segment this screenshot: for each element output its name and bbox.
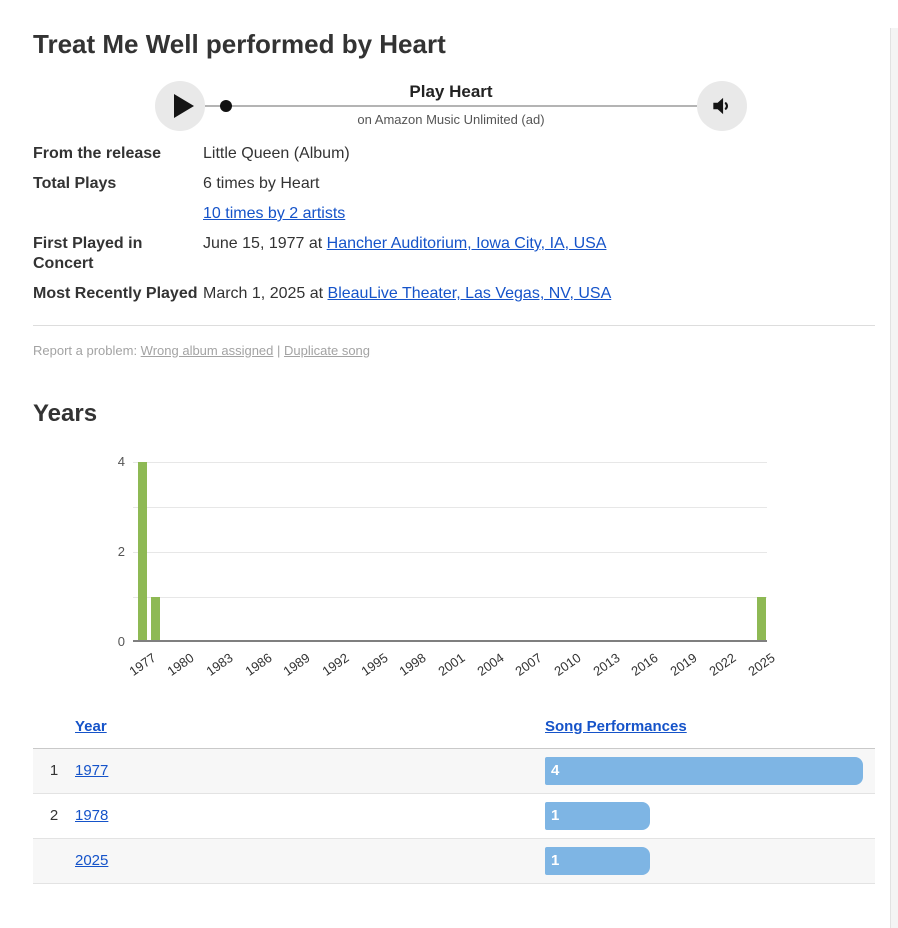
rank-header [33,706,75,749]
detail-row: First Played in Concert June 15, 1977 at… [33,234,875,274]
x-axis-label: 2025 [744,650,778,679]
rank-cell: 1 [33,748,75,794]
report-prefix: Report a problem: [33,343,141,358]
x-axis-label: 1998 [396,650,429,679]
year-cell: 1977 [75,748,545,794]
performances-header: Song Performances [545,706,875,749]
detail-row: Most Recently Played March 1, 2025 at Bl… [33,284,875,304]
y-axis-label: 2 [117,544,125,559]
x-axis-label: 2016 [628,650,662,679]
recent-played-label: Most Recently Played [33,285,198,302]
x-axis-label: 2004 [473,650,507,679]
year-link[interactable]: 1977 [75,762,109,779]
y-axis-label: 0 [117,634,125,649]
performance-bar: 1 [545,846,650,875]
gridline [133,462,767,463]
x-axis-label: 2010 [551,650,584,679]
rank-cell: 2 [33,793,75,839]
year-cell: 2025 [75,838,545,884]
play-button[interactable] [155,81,205,131]
year-header: Year [75,706,545,749]
table-row: 2 1978 1 [33,793,875,839]
years-chart: 0 2 4 1977 1980 1983 1986 1989 1992 1995 1998 2001 2… [33,454,875,704]
recent-played-value: March 1, 2025 at BleauLive Theater, Las … [203,284,875,304]
x-axis-label: 2007 [512,650,545,679]
years-table: Year Song Performances 1 1977 4 2 1978 1… [33,706,875,884]
x-axis-label: 1992 [319,650,352,679]
table-row: 2025 1 [33,838,875,884]
wrong-album-link[interactable]: Wrong album assigned [140,343,274,358]
volume-icon [713,97,729,115]
x-axis-label: 2001 [435,650,468,679]
scrollbar[interactable] [890,28,898,928]
play-icon [173,94,194,118]
year-link[interactable]: 2025 [75,852,109,869]
performances-cell: 1 [545,838,875,884]
detail-row: 10 times by 2 artists [33,204,875,224]
recent-venue-link[interactable]: BleauLive Theater, Las Vegas, NV, USA [327,285,612,302]
play-sublabel: on Amazon Music Unlimited (ad) [357,112,545,127]
x-axis-label: 1977 [125,650,159,679]
detail-row: From the release Little Queen (Album) [33,144,875,164]
years-heading: Years [33,400,98,427]
y-axis-label: 4 [117,454,125,469]
x-axis-label: 1986 [241,650,275,679]
empty-label [33,204,203,224]
total-plays-label: Total Plays [33,175,117,192]
chart-bar [138,462,147,640]
first-played-label: First Played in Concert [33,235,143,272]
total-plays-value: 6 times by Heart [203,175,320,192]
chart-bar [150,597,160,640]
performance-value: 4 [551,761,560,779]
first-played-date: June 15, 1977 at [203,235,327,252]
performance-value: 1 [551,806,560,824]
x-axis-label: 1995 [357,650,391,679]
performances-cell: 1 [545,793,875,839]
performance-value: 1 [551,851,560,869]
recent-played-date: March 1, 2025 at [203,285,328,302]
x-axis-line [133,640,767,642]
chart-plot: 0 2 4 1977 1980 1983 1986 1989 1992 1995 1998 2001 2… [118,454,777,679]
sort-year-link[interactable]: Year [75,717,107,735]
rank-cell [33,838,75,884]
performance-bar: 1 [545,801,650,830]
performance-bar: 4 [545,756,863,785]
table-header-row: Year Song Performances [33,706,875,749]
volume-button[interactable] [697,81,747,131]
song-details: From the release Little Queen (Album) To… [33,144,875,304]
gridline [133,552,767,553]
total-plays-link[interactable]: 10 times by 2 artists [203,205,346,222]
year-link[interactable]: 1978 [75,807,109,824]
x-axis-label: 1989 [280,650,313,679]
report-problem: Report a problem: Wrong album assigned |… [33,343,875,358]
release-label: From the release [33,145,162,162]
x-axis-label: 1980 [164,650,197,679]
table-row: 1 1977 4 [33,748,875,794]
audio-player: Play Heart on Amazon Music Unlimited (ad… [33,76,875,138]
page: Treat Me Well performed by Heart Play He… [0,28,898,928]
duplicate-song-link[interactable]: Duplicate song [284,343,371,358]
x-axis-label: 2019 [667,650,700,679]
report-separator: | [273,343,285,358]
first-venue-link[interactable]: Hancher Auditorium, Iowa City, IA, USA [326,235,607,252]
year-cell: 1978 [75,793,545,839]
x-axis-label: 2013 [590,650,623,679]
slider-track[interactable] [205,105,697,107]
divider [33,325,875,326]
total-plays-all-artists: 10 times by 2 artists [203,204,875,224]
chart-bar [757,597,766,640]
page-title: Treat Me Well performed by Heart [33,29,446,59]
first-played-value: June 15, 1977 at Hancher Auditorium, Iow… [203,234,875,274]
gridline [133,597,767,598]
detail-row: Total Plays 6 times by Heart [33,174,875,194]
x-axis-label: 2022 [706,650,739,679]
performances-cell: 4 [545,748,875,794]
release-value: Little Queen (Album) [203,145,350,162]
x-axis-label: 1983 [203,650,236,679]
slider-handle[interactable] [220,100,232,112]
gridline [133,507,767,508]
sort-performances-link[interactable]: Song Performances [545,717,687,735]
play-label: Play Heart [409,82,493,101]
